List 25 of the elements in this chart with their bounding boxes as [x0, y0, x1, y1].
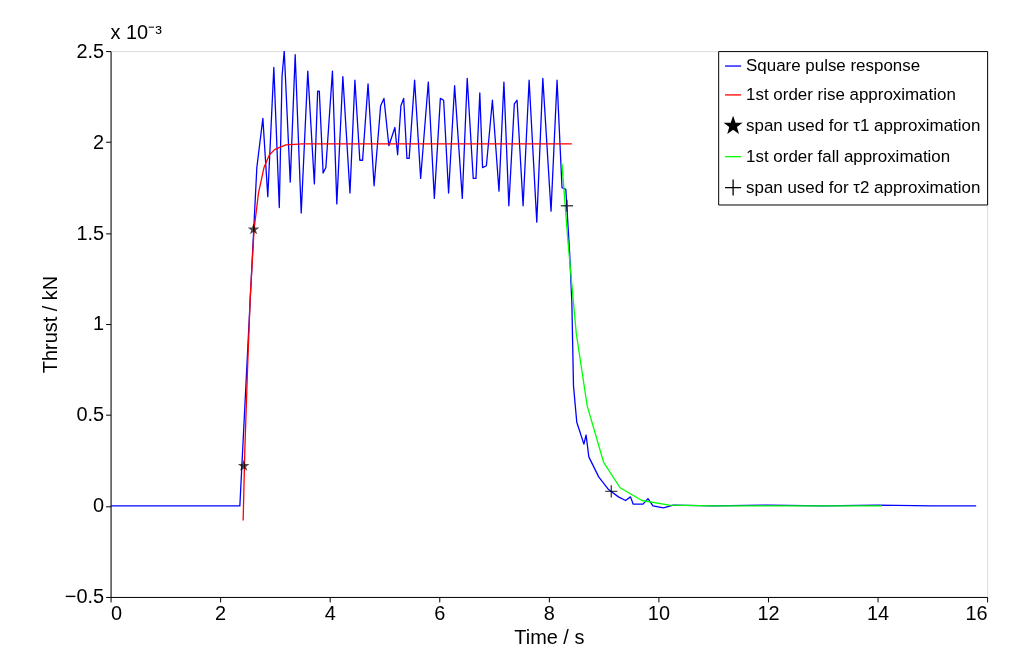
y-axis-title: Thrust / kN	[38, 275, 61, 374]
legend-label: span used for τ1 approximation	[746, 115, 981, 135]
x-tick-label: 4	[324, 602, 336, 625]
x-tick-label: 10	[647, 602, 670, 625]
x-tick-label: 0	[111, 602, 123, 625]
x-tick-label: 6	[434, 602, 446, 625]
y-tick-label: 2.5	[76, 39, 105, 62]
y-tick-label: 0	[93, 494, 105, 517]
y-tick-label: −0.5	[64, 585, 105, 608]
line-series	[242, 143, 573, 522]
x-tick-label: 8	[543, 602, 555, 625]
x-tick-label: 16	[965, 602, 988, 625]
y-tick-label: 2	[93, 130, 105, 153]
legend-label: 1st order rise approximation	[746, 84, 956, 104]
x-tick-label: 14	[866, 602, 890, 625]
text: x 10⁻³	[110, 21, 163, 44]
y-tick-label: 1	[93, 312, 105, 335]
y-tick-label: 0.5	[76, 403, 105, 426]
legend-label: span used for τ2 approximation	[746, 177, 981, 197]
x-tick-label: 2	[215, 602, 227, 625]
y-tick-label: 1.5	[76, 221, 105, 244]
legend-label: 1st order fall approximation	[746, 146, 951, 166]
legend-label: Square pulse response	[746, 56, 921, 76]
x-tick-label: 12	[757, 602, 780, 625]
x-axis-title: Time / s	[514, 626, 585, 649]
